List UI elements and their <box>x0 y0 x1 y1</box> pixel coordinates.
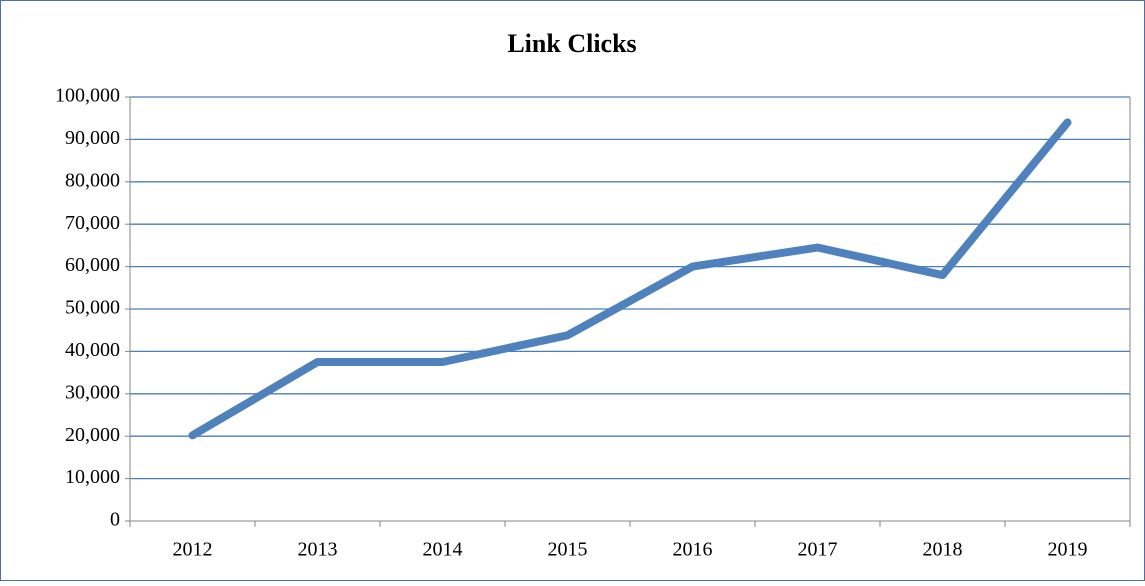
x-tick-label: 2013 <box>298 539 338 561</box>
x-tick-label: 2015 <box>548 539 588 561</box>
y-tick-label: 0 <box>110 509 120 531</box>
data-line <box>188 118 1072 440</box>
y-tick-label: 70,000 <box>65 212 120 234</box>
y-tick-label: 10,000 <box>65 466 120 488</box>
x-tick-label: 2018 <box>923 539 963 561</box>
chart-title: Link Clicks <box>507 29 636 58</box>
y-tick-label: 90,000 <box>65 127 120 149</box>
x-tick-label: 2014 <box>423 539 463 561</box>
y-tick-label: 50,000 <box>65 297 120 319</box>
y-tick-label: 80,000 <box>65 169 120 191</box>
x-tick-label: 2016 <box>673 539 713 561</box>
x-tick-label: 2017 <box>798 539 838 561</box>
y-tick-label: 40,000 <box>65 339 120 361</box>
x-tick-label: 2019 <box>1048 539 1088 561</box>
y-tick-label: 30,000 <box>65 381 120 403</box>
y-tick-label: 20,000 <box>65 424 120 446</box>
y-tick-label: 100,000 <box>55 85 120 107</box>
x-tick-label: 2012 <box>173 539 213 561</box>
y-tick-label: 60,000 <box>65 254 120 276</box>
